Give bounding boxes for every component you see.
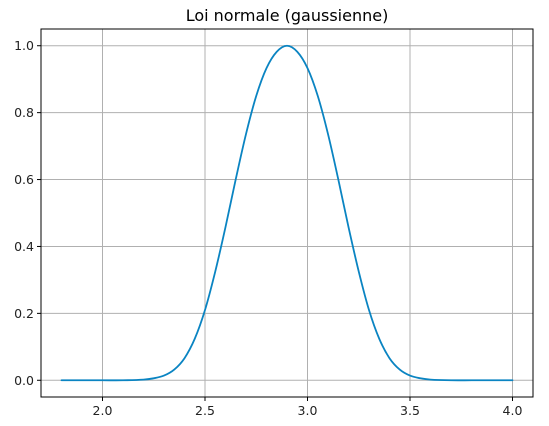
- x-tick-label: 3.5: [400, 403, 420, 418]
- series-layer: [60, 44, 514, 382]
- chart-title: Loi normale (gaussienne): [186, 6, 389, 25]
- x-tick-label: 4.0: [503, 403, 523, 418]
- y-tick-label: 0.6: [14, 172, 34, 187]
- x-tick-label: 2.0: [93, 403, 113, 418]
- x-tick-label: 2.5: [195, 403, 215, 418]
- y-tick-label: 0.2: [14, 306, 34, 321]
- y-tick-label: 0.4: [14, 239, 34, 254]
- gaussian-curve: [60, 44, 514, 382]
- y-tick-label: 0.8: [14, 105, 34, 120]
- ticks: 2.0 2.5 3.0 3.5 4.0 0.0 0.2 0.4 0.6 0.8 1.0: [14, 38, 522, 418]
- plot-frame: [40, 28, 534, 398]
- x-tick-label: 3.0: [298, 403, 318, 418]
- y-tick-label: 1.0: [14, 38, 34, 53]
- y-tick-label: 0.0: [14, 373, 34, 388]
- grid: [41, 29, 533, 397]
